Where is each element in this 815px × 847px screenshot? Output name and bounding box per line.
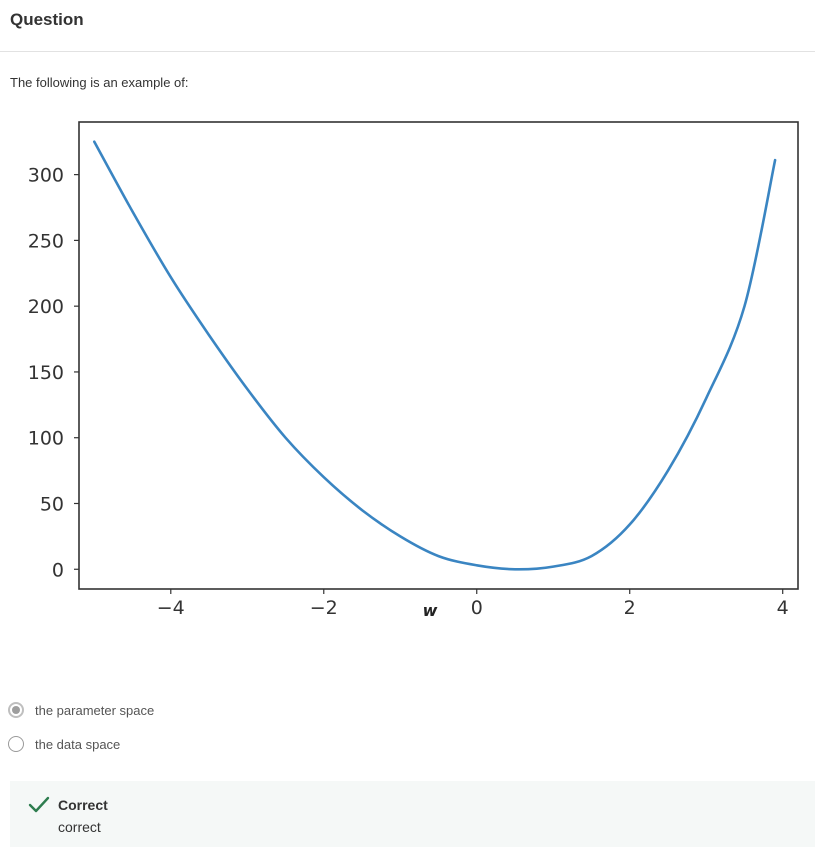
option-parameter-space[interactable]: the parameter space	[8, 699, 154, 721]
question-header: Question	[0, 0, 815, 52]
option-label: the parameter space	[35, 702, 155, 718]
answer-options: the parameter space the data space	[8, 699, 154, 767]
series-line-curve	[93, 140, 777, 571]
option-data-space[interactable]: the data space	[8, 733, 154, 755]
plot-area-frame	[78, 121, 799, 590]
feedback-panel: Correct correct	[10, 781, 815, 847]
x-axis: −4 −2 0 2 4	[157, 589, 789, 619]
radio-selected-icon[interactable]	[8, 702, 24, 718]
y-tick-label: 150	[28, 362, 64, 384]
y-tick-label: 200	[28, 296, 64, 318]
chart-svg: 0 50 100 150 200 250 300 −4 −2 0 2 4 w	[28, 121, 799, 620]
x-axis-label: w	[423, 601, 438, 620]
y-tick-label: 250	[28, 230, 64, 252]
x-tick-label: 4	[777, 597, 789, 619]
x-tick-label: −4	[157, 597, 185, 619]
feedback-status: Correct	[58, 797, 108, 813]
question-chart: 0 50 100 150 200 250 300 −4 −2 0 2 4 w	[0, 100, 815, 640]
page-title: Question	[10, 10, 84, 29]
y-tick-label: 100	[28, 428, 64, 450]
y-tick-label: 50	[40, 493, 64, 515]
option-label: the data space	[35, 736, 121, 752]
x-tick-label: 2	[624, 597, 636, 619]
check-icon	[28, 796, 50, 813]
y-axis: 0 50 100 150 200 250 300	[28, 165, 79, 581]
x-tick-label: 0	[471, 597, 483, 619]
x-tick-label: −2	[310, 597, 338, 619]
radio-unselected-icon[interactable]	[8, 736, 24, 752]
feedback-message: correct	[58, 819, 101, 835]
y-tick-label: 300	[28, 165, 64, 187]
question-prompt: The following is an example of:	[10, 75, 189, 90]
y-tick-label: 0	[52, 559, 64, 581]
